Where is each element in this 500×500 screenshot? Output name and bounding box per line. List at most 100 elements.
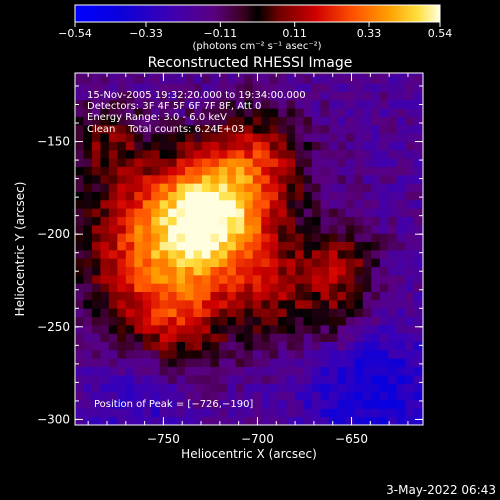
heatmap-cell (320, 266, 330, 276)
heatmap-cell (312, 116, 321, 126)
heatmap-cell (185, 124, 194, 134)
heatmap-cell (405, 83, 414, 92)
heatmap-cell (295, 291, 304, 301)
heatmap-cell (218, 299, 228, 309)
heatmap-cell (193, 83, 203, 92)
heatmap-cell (312, 416, 321, 426)
heatmap-cell (269, 274, 279, 284)
heatmap-cell (168, 216, 177, 226)
heatmap-cell (278, 174, 288, 184)
heatmap-cell (176, 366, 186, 376)
heatmap-cell (261, 74, 271, 84)
heatmap-cell (303, 124, 313, 134)
heatmap-cell (218, 166, 228, 176)
heatmap-cell (168, 283, 177, 293)
heatmap-cell (295, 83, 304, 92)
heatmap-cell (210, 158, 220, 167)
heatmap-cell (235, 208, 245, 217)
heatmap-cell (75, 258, 84, 267)
heatmap-cell (218, 349, 228, 359)
heatmap-cell (286, 408, 296, 418)
heatmap-cell (286, 324, 296, 334)
heatmap-cell (83, 208, 93, 217)
heatmap-cell (227, 283, 237, 293)
heatmap-cell (176, 141, 186, 151)
heatmap-cell (303, 241, 313, 251)
y-tick-label: −150 (37, 135, 70, 149)
heatmap-cell (193, 349, 203, 359)
heatmap-cell (185, 166, 194, 176)
heatmap-cell (159, 299, 169, 309)
heatmap-cell (278, 158, 288, 167)
heatmap-cell (117, 116, 127, 126)
heatmap-cell (218, 141, 228, 151)
heatmap-cell (210, 83, 220, 92)
heatmap-cell (91, 299, 101, 309)
heatmap-cell (379, 266, 389, 276)
heatmap-cell (303, 133, 313, 142)
heatmap-cell (117, 74, 127, 84)
heatmap-cell (100, 299, 110, 309)
heatmap-cell (159, 374, 169, 384)
heatmap-cell (405, 191, 414, 201)
heatmap-cell (396, 291, 406, 301)
heatmap-cell (413, 366, 423, 376)
heatmap-cell (312, 199, 321, 209)
heatmap-cell (261, 324, 271, 334)
heatmap-cell (345, 183, 355, 192)
heatmap-cell (159, 283, 169, 293)
heatmap-cell (286, 341, 296, 351)
heatmap-cell (328, 166, 338, 176)
heatmap-cell (235, 99, 245, 109)
heatmap-cell (396, 258, 406, 267)
heatmap-cell (354, 266, 364, 276)
heatmap-cell (388, 149, 398, 159)
heatmap-cell (176, 324, 186, 334)
heatmap-cell (320, 341, 330, 351)
heatmap-cell (354, 274, 364, 284)
heatmap-cell (278, 241, 288, 251)
heatmap-cell (320, 258, 330, 267)
heatmap-cell (261, 191, 271, 201)
heatmap-cell (100, 258, 110, 267)
heatmap-cell (354, 408, 364, 418)
heatmap-cell (354, 416, 364, 426)
heatmap-cell (201, 341, 211, 351)
heatmap-cell (193, 99, 203, 109)
heatmap-cell (303, 166, 313, 176)
heatmap-cell (142, 74, 152, 84)
heatmap-cell (252, 99, 262, 109)
heatmap-cell (142, 408, 152, 418)
heatmap-cell (83, 333, 93, 343)
heatmap-cell (320, 208, 330, 217)
heatmap-cell (328, 291, 338, 301)
heatmap-cell (176, 224, 186, 234)
heatmap-cell (405, 374, 414, 384)
heatmap-cell (235, 274, 245, 284)
heatmap-cell (396, 91, 406, 101)
heatmap-cell (244, 333, 254, 343)
heatmap-cell (345, 208, 355, 217)
heatmap-cell (295, 316, 304, 326)
heatmap-cell (125, 383, 135, 393)
heatmap-cell (185, 358, 194, 368)
heatmap-cell (193, 291, 203, 301)
heatmap-cell (142, 258, 152, 267)
heatmap-cell (176, 116, 186, 126)
heatmap-cell (396, 158, 406, 167)
heatmap-cell (185, 274, 194, 284)
heatmap-cell (125, 349, 135, 359)
heatmap-cell (168, 133, 177, 142)
heatmap-cell (125, 74, 135, 84)
heatmap-cell (286, 116, 296, 126)
heatmap-cell (269, 124, 279, 134)
heatmap-cell (218, 116, 228, 126)
heatmap-cell (227, 241, 237, 251)
heatmap-cell (396, 133, 406, 142)
heatmap-cell (379, 73, 389, 76)
heatmap-cell (354, 199, 364, 209)
heatmap-cell (218, 341, 228, 351)
heatmap-cell (362, 191, 372, 201)
heatmap-cell (328, 241, 338, 251)
heatmap-cell (388, 124, 398, 134)
